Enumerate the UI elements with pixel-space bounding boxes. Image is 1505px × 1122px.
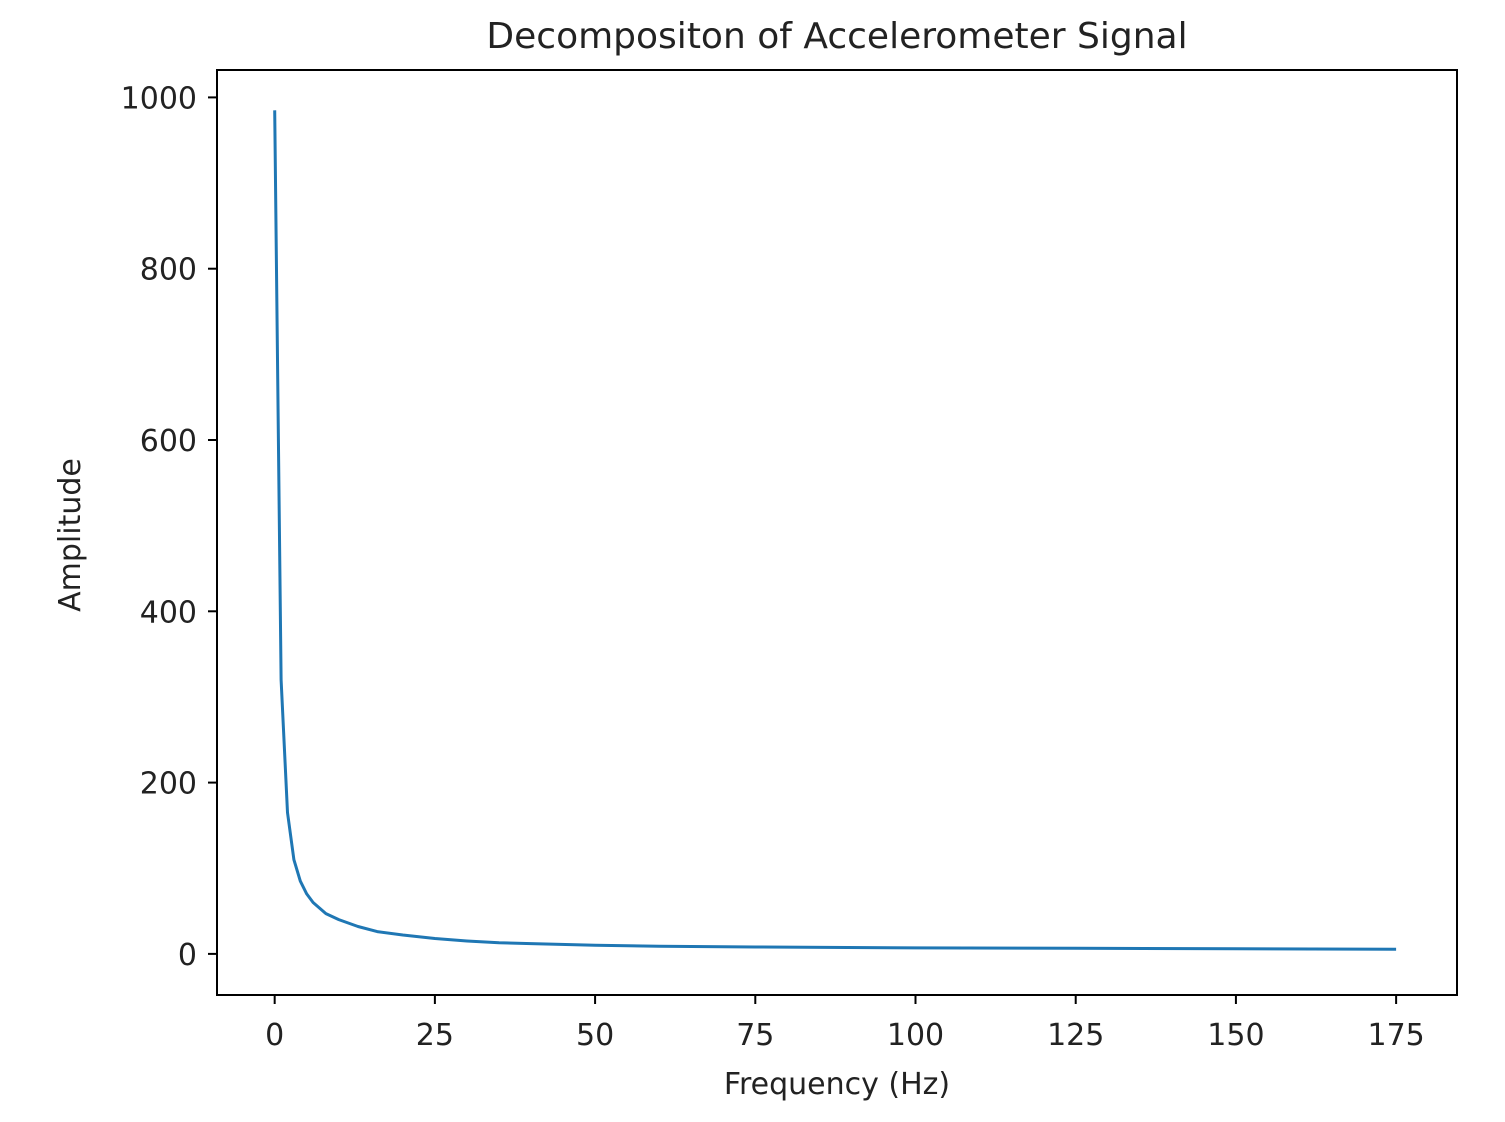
x-tick-label: 0 xyxy=(265,1018,284,1053)
y-axis-ticks: 0 200 400 600 800 1000 xyxy=(121,81,217,973)
y-axis-label: Amplitude xyxy=(53,458,88,612)
x-axis-ticks: 0 25 50 75 100 125 150 175 xyxy=(265,995,1425,1053)
y-tick-label: 1000 xyxy=(121,81,197,116)
x-tick-label: 75 xyxy=(736,1018,774,1053)
x-axis-label: Frequency (Hz) xyxy=(724,1067,950,1102)
x-tick-label: 150 xyxy=(1207,1018,1264,1053)
plot-area-frame xyxy=(216,69,1458,996)
y-tick-label: 0 xyxy=(178,938,197,973)
y-tick-label: 400 xyxy=(140,595,197,630)
y-tick-label: 200 xyxy=(140,767,197,802)
y-tick-label: 800 xyxy=(140,253,197,288)
series-line xyxy=(273,110,1397,951)
y-tick-label: 600 xyxy=(140,424,197,459)
chart-title: Decompositon of Accelerometer Signal xyxy=(486,16,1187,57)
x-tick-label: 100 xyxy=(887,1018,944,1053)
plot-series xyxy=(273,110,1397,951)
x-tick-label: 25 xyxy=(416,1018,454,1053)
x-tick-label: 175 xyxy=(1367,1018,1424,1053)
x-tick-label: 125 xyxy=(1047,1018,1104,1053)
x-tick-label: 50 xyxy=(576,1018,614,1053)
